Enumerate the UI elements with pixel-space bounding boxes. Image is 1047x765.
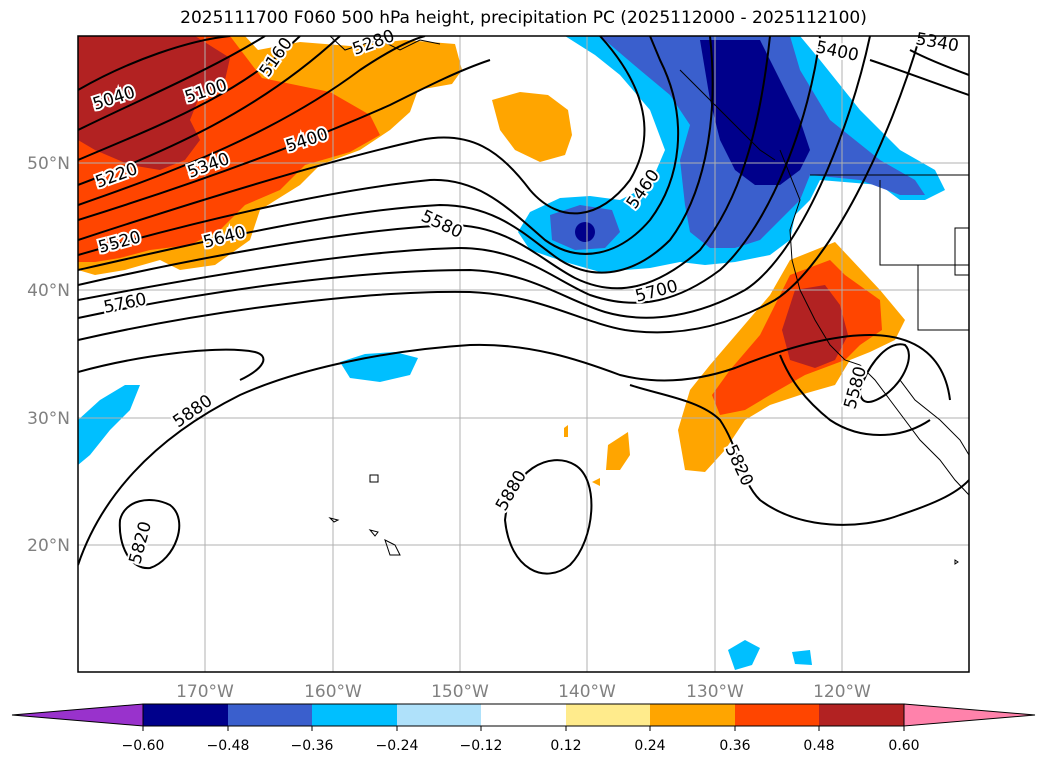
precip-negative-west bbox=[78, 385, 140, 465]
colorbar-tick-label: −0.48 bbox=[207, 738, 250, 754]
map-gridlines bbox=[78, 36, 969, 672]
colorbar: −0.60 −0.48 −0.36 −0.24 −0.12 0.12 0.24 … bbox=[11, 703, 1036, 754]
colorbar-tick-label: 0.12 bbox=[550, 738, 581, 754]
lon-axis-labels: 170°W 160°W 150°W 140°W 130°W 120°W bbox=[176, 682, 871, 702]
lat-axis-labels: 50°N 40°N 30°N 20°N bbox=[27, 154, 70, 556]
lon-label: 150°W bbox=[431, 682, 489, 702]
colorbar-tick-label: 0.60 bbox=[888, 738, 919, 754]
map-title: 2025111700 F060 500 hPa height, precipit… bbox=[180, 8, 867, 28]
colorbar-segment bbox=[481, 704, 566, 726]
coastlines bbox=[328, 36, 969, 565]
colorbar-tick-label: 0.24 bbox=[634, 738, 665, 754]
colorbar-segment bbox=[819, 704, 904, 726]
precip-positive-small-orange bbox=[492, 92, 572, 162]
colorbar-segment bbox=[566, 704, 650, 726]
colorbar-tick-label: −0.24 bbox=[376, 738, 419, 754]
map-frame bbox=[77, 35, 970, 673]
lat-label: 40°N bbox=[27, 281, 70, 301]
colorbar-tick-label: −0.12 bbox=[460, 738, 503, 754]
colorbar-over-extend bbox=[903, 703, 1036, 727]
lat-label: 30°N bbox=[27, 409, 70, 429]
lat-label: 50°N bbox=[27, 154, 70, 174]
lon-label: 140°W bbox=[558, 682, 616, 702]
lon-label: 170°W bbox=[176, 682, 234, 702]
lat-label: 20°N bbox=[27, 536, 70, 556]
precip-negative-dark bbox=[575, 40, 810, 242]
precip-positive-small-islands bbox=[564, 425, 630, 486]
lon-label: 130°W bbox=[686, 682, 744, 702]
colorbar-tick-label: 0.36 bbox=[719, 738, 750, 754]
colorbar-segment bbox=[397, 704, 481, 726]
colorbar-segment bbox=[650, 704, 735, 726]
colorbar-tick-label: −0.60 bbox=[122, 738, 165, 754]
colorbar-under-extend bbox=[11, 703, 144, 727]
precip-negative-south bbox=[728, 640, 812, 670]
colorbar-tick-label: 0.48 bbox=[803, 738, 834, 754]
colorbar-tick-label: −0.36 bbox=[291, 738, 334, 754]
height-contours bbox=[78, 36, 969, 575]
lon-label: 120°W bbox=[813, 682, 871, 702]
colorbar-segment bbox=[735, 704, 819, 726]
lon-label: 160°W bbox=[304, 682, 362, 702]
colorbar-segment bbox=[228, 704, 312, 726]
colorbar-segment bbox=[143, 704, 228, 726]
colorbar-segment bbox=[312, 704, 397, 726]
